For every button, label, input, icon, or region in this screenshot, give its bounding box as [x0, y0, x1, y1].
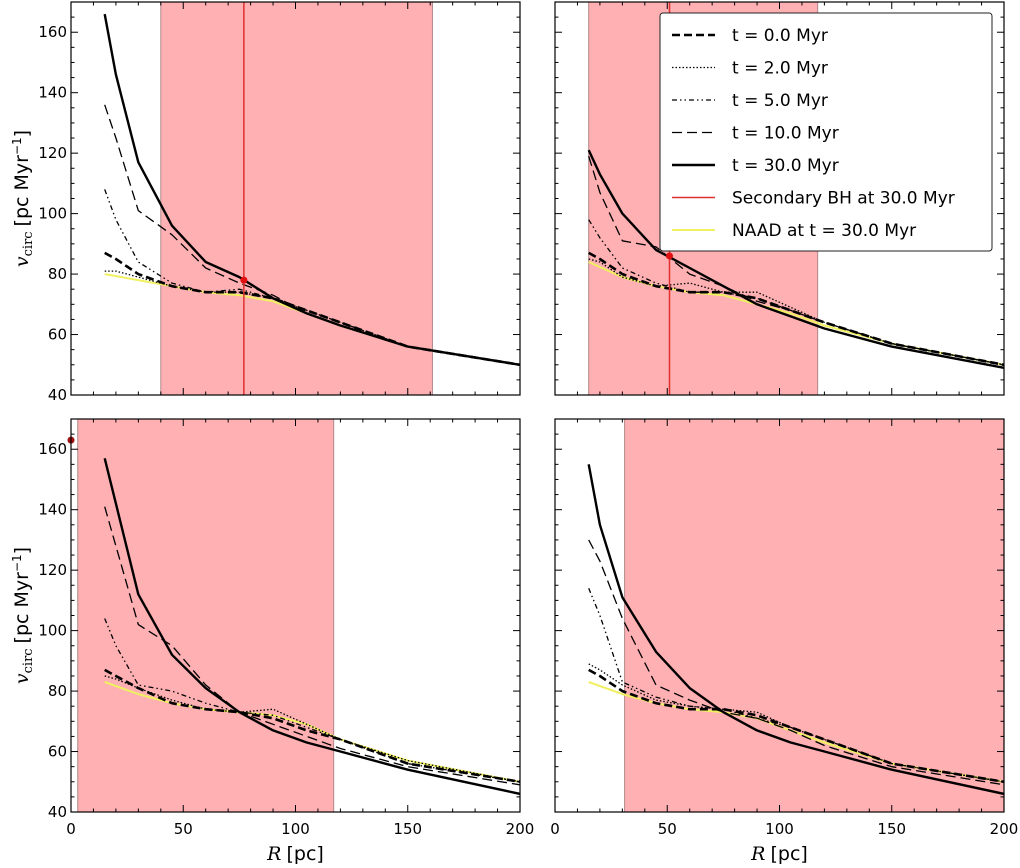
y-tick-label: 120 — [38, 561, 67, 579]
secondary-bh-marker — [665, 252, 673, 260]
series-line-t0 — [104, 251, 520, 367]
x-tick-label: 200 — [990, 820, 1019, 838]
y-tick-label: 80 — [48, 265, 67, 283]
panel-bottom-left: 0 50 100 150 200 40 60 80 100 120 140 160 R [pc] vcirc… — [10, 418, 535, 865]
x-axis-label: R [pc] — [266, 843, 324, 865]
legend-box — [659, 12, 993, 252]
y-tick-label: 60 — [48, 326, 67, 344]
series-line-t5 — [104, 189, 520, 366]
series-line-naad — [104, 681, 520, 783]
legend-label: t = 0.0 Myr — [732, 26, 828, 46]
x-tick-label: 0 — [66, 820, 76, 838]
y-axis-label: vcirc[pc Myr−1] — [10, 547, 36, 684]
y-tick-label: 100 — [38, 622, 67, 640]
secondary-bh-marker — [240, 276, 248, 284]
legend-entry-t30: t = 30.0 Myr — [672, 156, 839, 176]
x-tick-label: 150 — [393, 820, 422, 838]
legend-entry-bh: Secondary BH at 30.0 Myr — [672, 189, 955, 209]
legend-entry-naad: NAAD at t = 30.0 Myr — [672, 221, 916, 241]
legend: t = 0.0 Myr t = 2.0 Myr t = 5.0 Myr t = 10.… — [659, 12, 993, 252]
x-tick-label: 0 — [550, 820, 560, 838]
x-tick-label: 200 — [506, 820, 535, 838]
x-tick-label: 100 — [281, 820, 310, 838]
legend-entry-t0: t = 0.0 Myr — [672, 26, 828, 46]
y-tick-label: 160 — [38, 23, 67, 41]
shaded-region — [77, 419, 334, 812]
legend-label: NAAD at t = 30.0 Myr — [732, 221, 916, 241]
legend-entry-t10: t = 10.0 Myr — [672, 124, 839, 144]
legend-label: t = 30.0 Myr — [732, 156, 839, 176]
series-line-t5 — [588, 588, 1004, 783]
y-tick-label: 60 — [48, 743, 67, 761]
legend-label: t = 5.0 Myr — [732, 91, 828, 111]
series-line-t30 — [587, 149, 1004, 369]
x-tick-label: 100 — [765, 820, 794, 838]
series-line-t0 — [104, 668, 520, 784]
x-tick-label: 50 — [658, 820, 677, 838]
series-line-t30 — [103, 458, 520, 796]
legend-label: Secondary BH at 30.0 Myr — [732, 189, 955, 209]
x-tick-label: 150 — [877, 820, 906, 838]
series-line-t0 — [588, 251, 1004, 367]
series-line-t30 — [587, 464, 1004, 796]
y-tick-label: 140 — [38, 501, 67, 519]
y-tick-label: 80 — [48, 682, 67, 700]
series-line-t30 — [103, 13, 520, 366]
y-tick-label: 40 — [48, 386, 67, 404]
y-axis-label: vcirc[pc Myr−1] — [10, 130, 36, 267]
panel-bottom-right: 0 50 100 150 200 R [pc] — [550, 418, 1019, 865]
y-tick-label: 140 — [38, 84, 67, 102]
legend-entry-t2: t = 2.0 Myr — [672, 59, 828, 79]
y-tick-label: 160 — [38, 440, 67, 458]
x-tick-label: 50 — [174, 820, 193, 838]
panel-top-left: 40 60 80 100 120 140 160 vcirc[pc Myr−1] — [10, 1, 521, 404]
legend-label: t = 2.0 Myr — [732, 59, 828, 79]
y-tick-label: 100 — [38, 205, 67, 223]
y-tick-label: 120 — [38, 144, 67, 162]
shaded-region — [624, 419, 1004, 812]
series-line-t0 — [588, 668, 1004, 784]
y-tick-label: 40 — [48, 803, 67, 821]
legend-entry-t5: t = 5.0 Myr — [672, 91, 828, 111]
x-axis-label: R [pc] — [750, 843, 808, 865]
shaded-region — [160, 2, 433, 395]
legend-label: t = 10.0 Myr — [732, 124, 839, 144]
